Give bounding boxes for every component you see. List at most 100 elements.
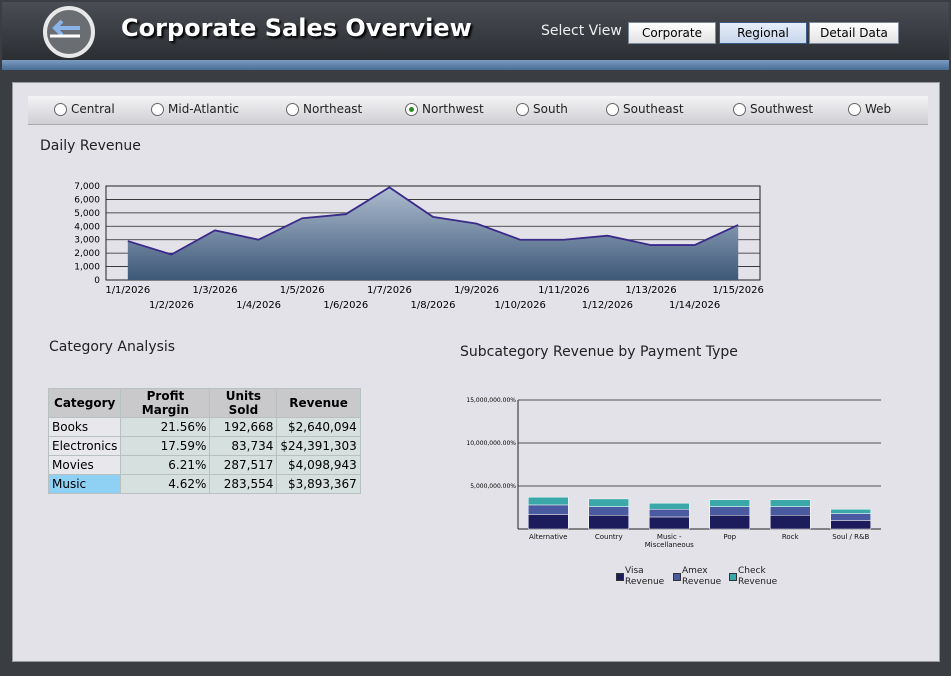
region-radio[interactable]: Northeast bbox=[286, 102, 362, 116]
x-tick-label: 1/9/2026 bbox=[454, 285, 499, 296]
content-panel bbox=[12, 82, 940, 662]
bar-segment bbox=[709, 506, 750, 516]
region-radio[interactable]: Southwest bbox=[733, 102, 813, 116]
bar-segment bbox=[588, 498, 629, 507]
table-cell: 192,668 bbox=[209, 417, 278, 437]
view-button[interactable]: Regional bbox=[719, 22, 807, 44]
y-tick-label: 10,000,000.00% bbox=[466, 440, 516, 447]
x-tick-label: 1/3/2026 bbox=[193, 285, 238, 296]
legend-label: Visa Revenue bbox=[625, 566, 665, 587]
radio-circle bbox=[151, 102, 164, 116]
table-row[interactable]: Electronics 17.59% 83,734 $24,391,303 bbox=[47, 436, 361, 456]
column-header: Profit Margin bbox=[120, 388, 211, 418]
bar-segment bbox=[649, 516, 690, 530]
table-cell: 4.62% bbox=[120, 474, 211, 494]
x-tick-label: 1/5/2026 bbox=[280, 285, 325, 296]
radio-circle bbox=[54, 102, 67, 116]
y-tick-label: 5,000 bbox=[74, 209, 100, 219]
page-title: Corporate Sales Overview bbox=[121, 14, 472, 42]
x-tick-label: 1/1/2026 bbox=[105, 285, 150, 296]
x-tick-label: 1/6/2026 bbox=[323, 300, 368, 311]
bar-segment bbox=[588, 514, 629, 530]
bar-segment bbox=[528, 496, 569, 506]
radio-label: Northeast bbox=[303, 102, 363, 116]
radio-label: Mid-Atlantic bbox=[168, 102, 240, 116]
y-tick-label: 2,000 bbox=[74, 249, 100, 259]
area bbox=[127, 187, 739, 280]
radio-label: Web bbox=[865, 102, 892, 116]
header-strip bbox=[2, 60, 949, 70]
line bbox=[127, 186, 739, 256]
x-tick-label: Rock bbox=[781, 533, 799, 541]
table-cell: $24,391,303 bbox=[276, 436, 361, 456]
chart-title: Daily Revenue bbox=[40, 138, 141, 154]
table-cell: 17.59% bbox=[120, 436, 211, 456]
x-tick-label: 1/13/2026 bbox=[625, 285, 676, 296]
region-radio[interactable]: Web bbox=[848, 102, 891, 116]
y-tick-label: 1,000 bbox=[74, 263, 100, 273]
region-radio[interactable]: Northwest bbox=[405, 102, 484, 116]
radio-circle bbox=[286, 102, 299, 116]
chart-title: Subcategory Revenue by Payment Type bbox=[460, 344, 738, 360]
x-tick-label: 1/10/2026 bbox=[495, 300, 546, 311]
bar-segment bbox=[770, 499, 811, 507]
x-tick-label: Alternative bbox=[529, 533, 568, 541]
x-tick-label: 1/4/2026 bbox=[236, 300, 281, 311]
region-radio[interactable]: Southeast bbox=[606, 102, 684, 116]
x-tick-label: 1/8/2026 bbox=[411, 300, 456, 311]
bar-segment bbox=[709, 514, 750, 530]
table-cell: 83,734 bbox=[209, 436, 278, 456]
table-cell: 6.21% bbox=[120, 455, 211, 475]
y-tick-label: 5,000,000.00% bbox=[470, 483, 516, 490]
radio-circle bbox=[516, 102, 529, 116]
view-button[interactable]: Detail Data bbox=[809, 22, 899, 44]
radio-label: Southwest bbox=[750, 102, 814, 116]
bar-segment bbox=[830, 508, 871, 514]
region-radio[interactable]: Mid-Atlantic bbox=[151, 102, 239, 116]
region-bar bbox=[28, 96, 928, 125]
x-tick-label: 1/14/2026 bbox=[669, 300, 720, 311]
x-tick-label: 1/12/2026 bbox=[582, 300, 633, 311]
x-tick-label: 1/11/2026 bbox=[538, 285, 589, 296]
y-tick-label: 6,000 bbox=[74, 195, 100, 205]
legend-swatch bbox=[729, 573, 737, 581]
table-cell: $3,893,367 bbox=[276, 474, 361, 494]
view-button[interactable]: Corporate bbox=[628, 22, 716, 44]
table-cell: Books bbox=[47, 417, 122, 437]
column-header: Units Sold bbox=[209, 388, 278, 418]
y-tick-label: 15,000,000.00% bbox=[466, 397, 516, 404]
x-tick-label: 1/7/2026 bbox=[367, 285, 412, 296]
x-tick-label: 1/2/2026 bbox=[149, 300, 194, 311]
region-radio[interactable]: Central bbox=[54, 102, 115, 116]
y-tick-label: 0 bbox=[94, 276, 100, 286]
bar-segment bbox=[770, 514, 811, 530]
legend-swatch bbox=[616, 573, 624, 581]
radio-circle bbox=[848, 102, 861, 116]
x-tick-label: Country bbox=[594, 533, 623, 541]
bar-segment bbox=[588, 506, 629, 516]
radio-label: Southeast bbox=[623, 102, 684, 116]
select-view-label: Select View bbox=[541, 23, 622, 39]
column-header: Revenue bbox=[276, 388, 361, 418]
table-title: Category Analysis bbox=[49, 339, 176, 355]
bar-segment bbox=[649, 502, 690, 510]
table-row[interactable]: Music 4.62% 283,554 $3,893,367 bbox=[47, 474, 361, 494]
radio-circle bbox=[606, 102, 619, 116]
radio-label: Central bbox=[71, 102, 115, 116]
table-cell: Music bbox=[47, 474, 122, 494]
radio-circle bbox=[405, 102, 418, 116]
y-tick-label: 3,000 bbox=[74, 236, 100, 246]
radio-label: South bbox=[533, 102, 568, 116]
legend-label: Check Revenue bbox=[738, 566, 778, 587]
table-cell: Electronics bbox=[47, 436, 122, 456]
x-tick-label: Soul / R&B bbox=[832, 533, 870, 541]
table-cell: 283,554 bbox=[209, 474, 278, 494]
legend-label: Amex Revenue bbox=[682, 566, 722, 587]
region-radio[interactable]: South bbox=[516, 102, 568, 116]
bar-segment bbox=[770, 506, 811, 516]
bar-segment bbox=[709, 499, 750, 507]
y-tick-label: 7,000 bbox=[74, 182, 100, 192]
x-tick-label: 1/15/2026 bbox=[713, 285, 764, 296]
